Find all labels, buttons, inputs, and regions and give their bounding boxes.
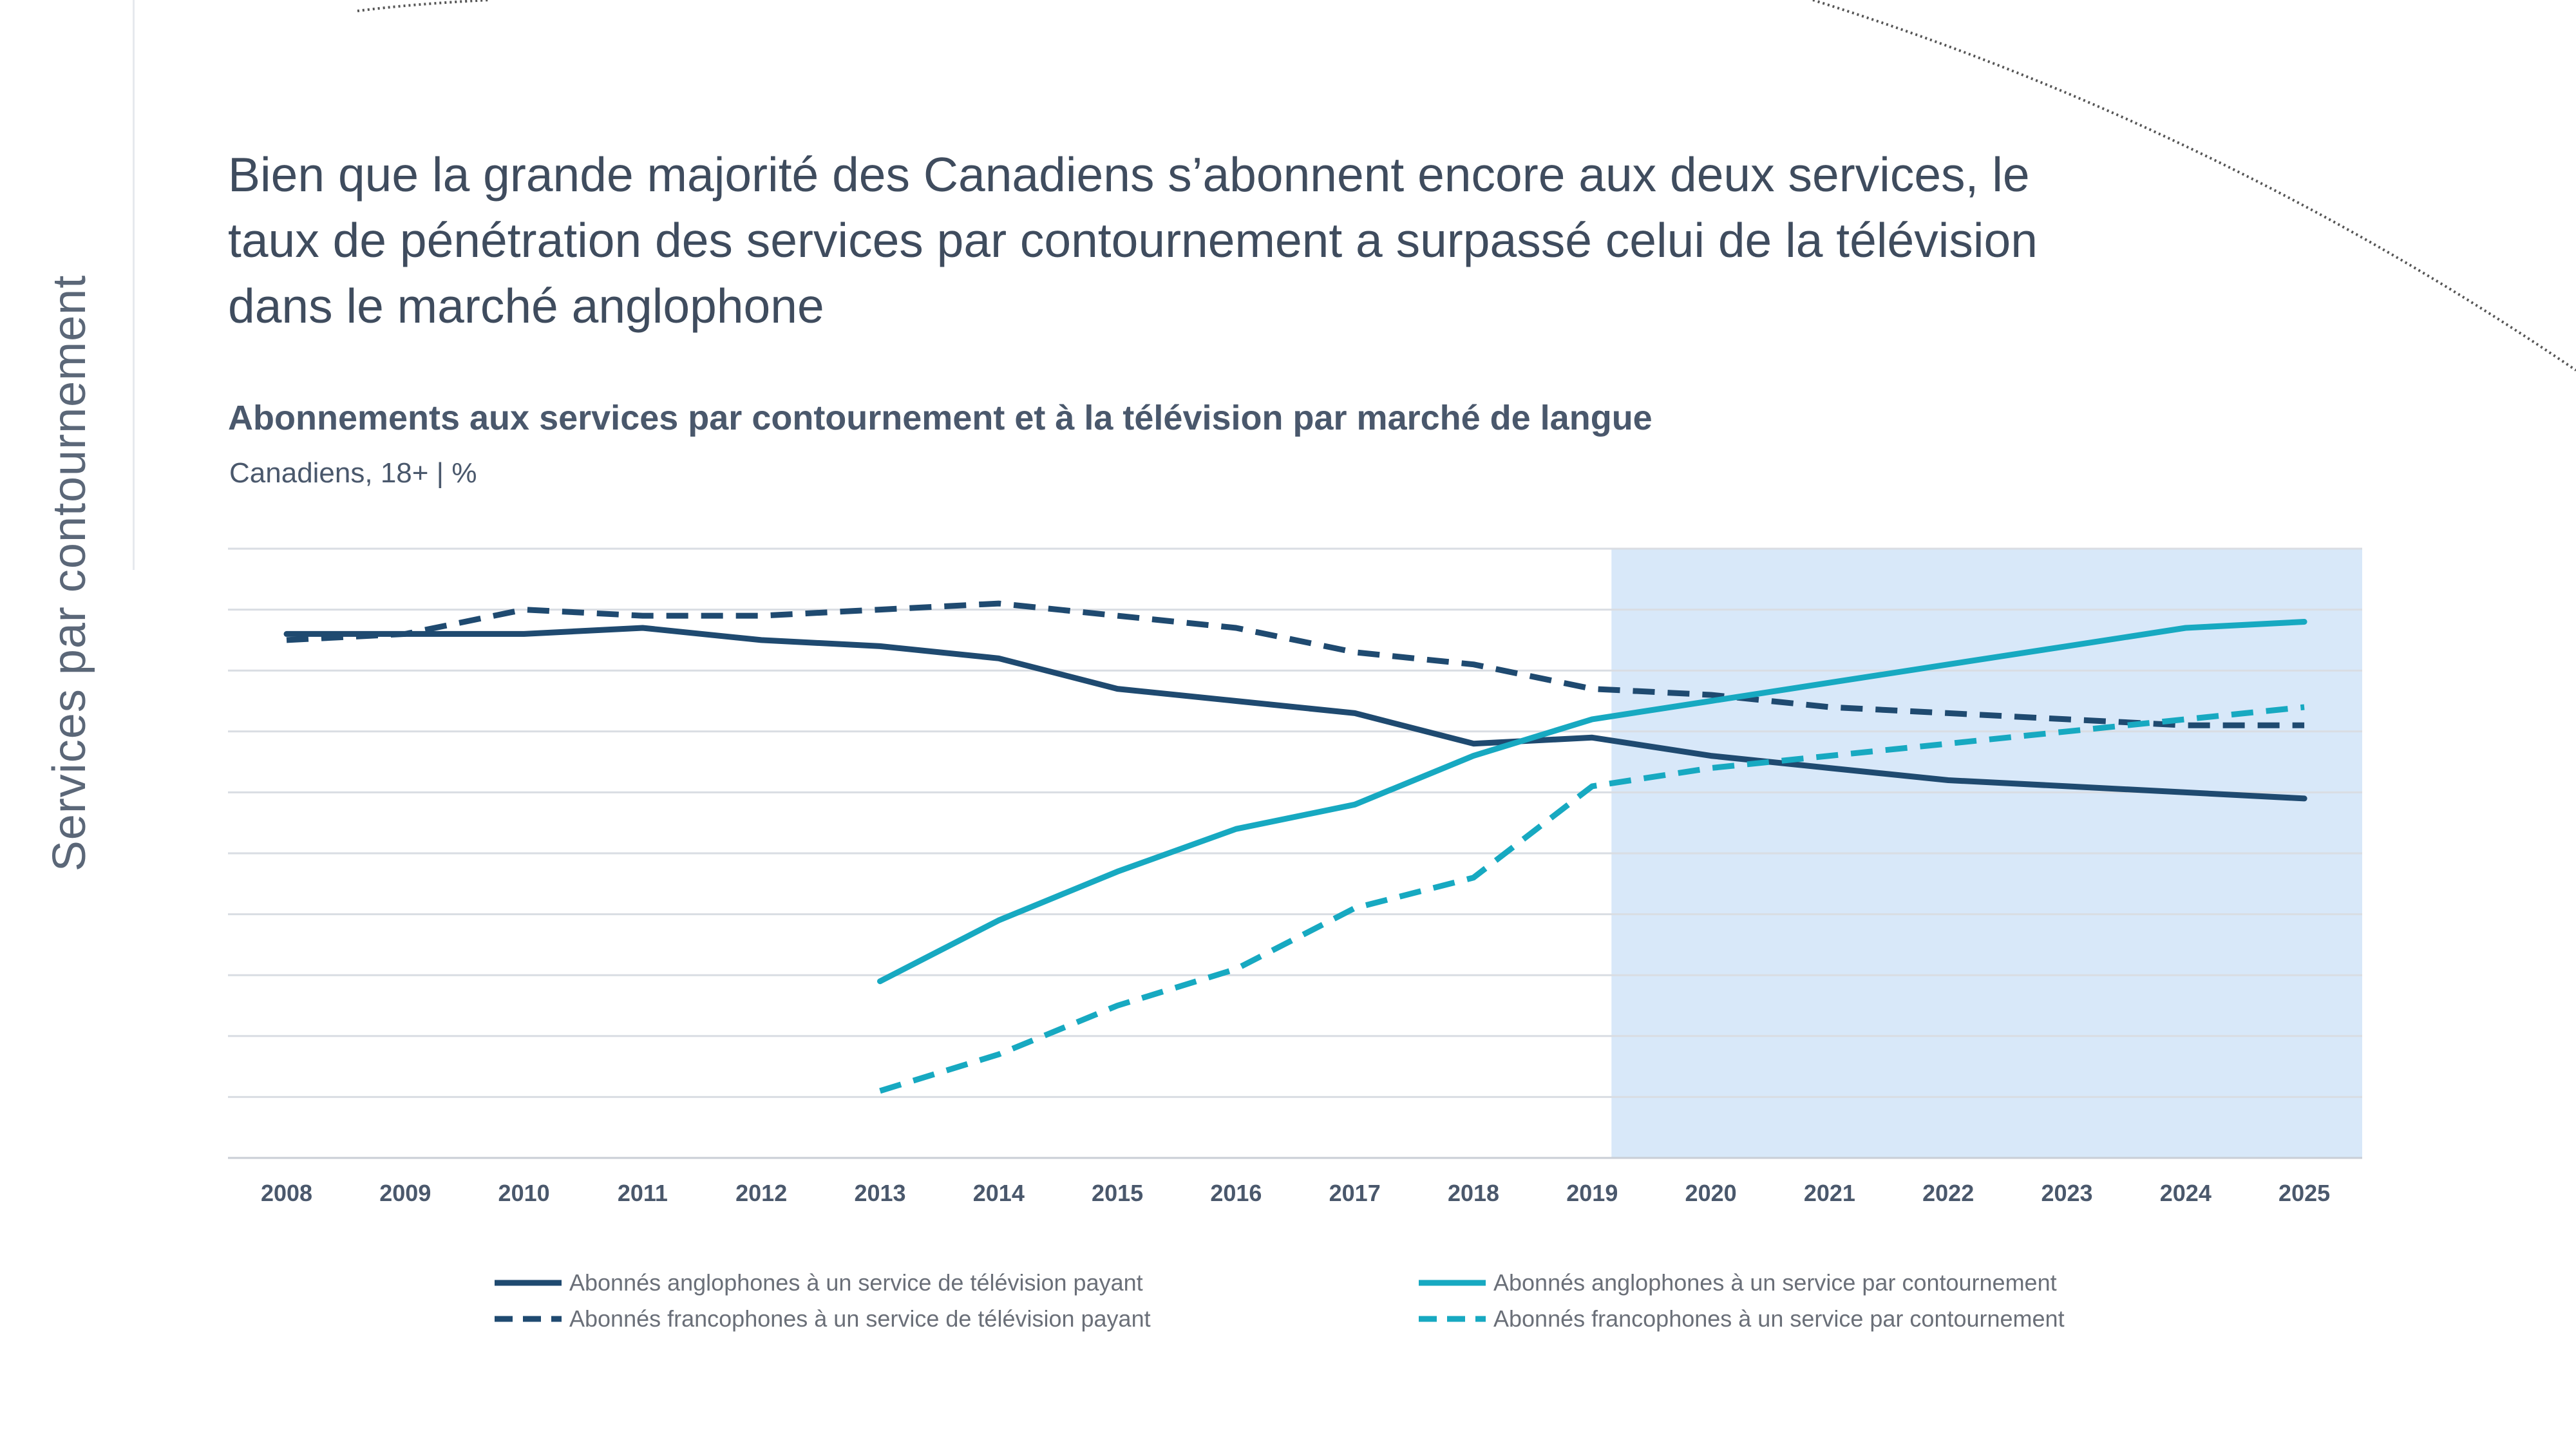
data-point — [2185, 719, 2186, 720]
data-point — [404, 633, 406, 634]
chart-subtitle: Canadiens, 18+ | % — [229, 457, 477, 489]
data-point — [2067, 731, 2068, 732]
x-tick-label: 2022 — [1922, 1180, 1974, 1206]
data-point — [1947, 779, 1949, 781]
data-point — [1591, 737, 1593, 738]
x-tick-label: 2009 — [379, 1180, 431, 1206]
data-point — [880, 981, 881, 982]
x-tick-label: 2012 — [735, 1180, 787, 1206]
series-line-1 — [283, 625, 2307, 802]
data-point — [1829, 768, 1830, 769]
data-point — [2185, 724, 2186, 726]
data-point — [286, 639, 287, 641]
x-tick-label: 2008 — [261, 1180, 312, 1206]
data-point — [1235, 969, 1236, 970]
x-tick-label: 2025 — [2278, 1180, 2330, 1206]
data-point — [1710, 768, 1712, 769]
series-line-2 — [286, 600, 2305, 728]
chart-title: Abonnements aux services par contourneme… — [228, 399, 1653, 437]
x-tick-label: 2024 — [2160, 1180, 2211, 1206]
data-point — [1473, 755, 1474, 757]
data-point — [1117, 871, 1118, 872]
x-tick-label: 2023 — [2041, 1180, 2092, 1206]
data-point — [1235, 828, 1236, 829]
data-point — [761, 615, 762, 616]
data-point — [1117, 615, 1118, 616]
data-point — [2304, 724, 2305, 726]
data-point — [2067, 786, 2068, 787]
page-headline: Bien que la grande majorité des Canadien… — [228, 147, 2038, 333]
data-point — [1117, 1005, 1118, 1007]
data-point — [1354, 907, 1356, 909]
data-point — [1829, 755, 1830, 757]
data-point — [880, 1090, 881, 1092]
data-point — [998, 603, 999, 604]
data-point — [880, 645, 881, 647]
data-point — [998, 1054, 999, 1055]
data-point — [286, 633, 287, 634]
data-point — [2067, 719, 2068, 720]
data-point — [524, 609, 525, 611]
x-tick-label: 2014 — [973, 1180, 1025, 1206]
data-point — [524, 633, 525, 634]
series-line-3 — [877, 619, 2307, 985]
data-point — [642, 615, 643, 616]
data-point — [998, 658, 999, 659]
data-point — [1947, 743, 1949, 744]
data-point — [1591, 786, 1593, 787]
data-point — [1710, 701, 1712, 702]
data-point — [1473, 743, 1474, 744]
data-point — [1829, 706, 1830, 708]
data-point — [2304, 706, 2305, 708]
data-point — [1710, 755, 1712, 757]
data-point — [1473, 664, 1474, 665]
data-point — [1591, 688, 1593, 690]
data-point — [642, 627, 643, 629]
x-tick-label: 2021 — [1804, 1180, 1855, 1206]
data-point — [2304, 621, 2305, 623]
data-point — [2067, 645, 2068, 647]
data-point — [1354, 652, 1356, 653]
side-divider — [133, 0, 135, 570]
x-tick-label: 2019 — [1566, 1180, 1618, 1206]
data-point — [1473, 877, 1474, 878]
x-tick-label: 2010 — [498, 1180, 550, 1206]
data-point — [1947, 712, 1949, 714]
data-point — [1591, 719, 1593, 720]
x-tick-label: 2016 — [1210, 1180, 1262, 1206]
data-point — [1947, 664, 1949, 665]
data-point — [880, 609, 881, 611]
x-tick-label: 2017 — [1329, 1180, 1381, 1206]
data-point — [1354, 712, 1356, 714]
data-point — [1117, 688, 1118, 690]
data-point — [2185, 627, 2186, 629]
data-point — [2185, 791, 2186, 793]
x-tick-label: 2018 — [1448, 1180, 1499, 1206]
x-tick-label: 2013 — [854, 1180, 905, 1206]
data-point — [761, 639, 762, 641]
x-tick-label: 2011 — [618, 1180, 668, 1206]
data-point — [998, 920, 999, 921]
data-point — [1829, 682, 1830, 683]
data-point — [1235, 701, 1236, 702]
data-point — [1354, 804, 1356, 805]
data-point — [1235, 627, 1236, 629]
data-point — [1710, 694, 1712, 696]
x-tick-label: 2020 — [1685, 1180, 1737, 1206]
x-tick-label: 2015 — [1092, 1180, 1143, 1206]
data-point — [2304, 798, 2305, 799]
series-line-4 — [879, 704, 2305, 1094]
